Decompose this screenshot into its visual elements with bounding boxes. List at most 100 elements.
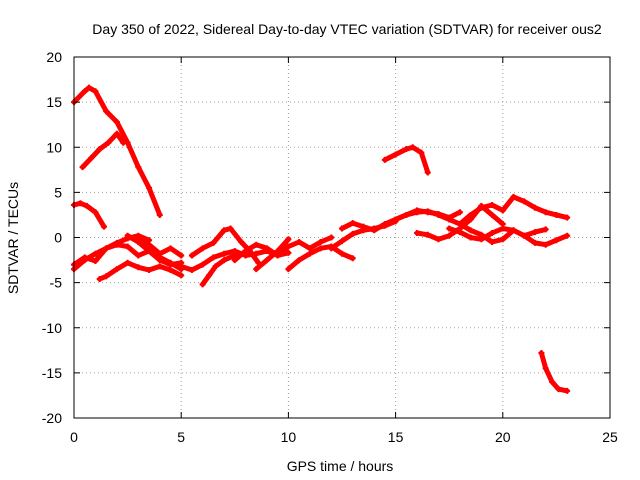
data-point [549, 378, 556, 385]
series-line-s1 [71, 85, 163, 218]
data-point [135, 264, 142, 271]
data-point [328, 234, 335, 241]
data-point [489, 202, 496, 209]
data-point [317, 245, 324, 252]
data-point [135, 237, 142, 244]
data-point [499, 236, 506, 243]
data-point [339, 250, 345, 257]
data-point [135, 252, 142, 259]
data-point [124, 232, 131, 239]
data-point [538, 350, 545, 357]
data-point [296, 257, 303, 264]
data-point [542, 209, 549, 216]
data-point [167, 266, 174, 273]
data-point [446, 232, 453, 239]
data-point [446, 225, 453, 232]
data-point [542, 241, 549, 248]
data-point [285, 243, 292, 250]
x-axis-title: GPS time / hours [287, 458, 394, 474]
data-point [146, 248, 153, 255]
data-point [489, 239, 496, 246]
data-point [210, 239, 217, 246]
data-point [178, 252, 185, 259]
data-point [392, 216, 399, 223]
data-point [96, 276, 103, 283]
data-point [467, 234, 474, 241]
data-point [212, 263, 219, 270]
data-point [206, 272, 213, 279]
data-point [381, 220, 388, 227]
data-point [531, 204, 538, 211]
data-point [555, 386, 562, 393]
data-point [83, 202, 90, 209]
data-point [81, 88, 88, 95]
data-point [456, 229, 463, 236]
data-point [360, 223, 367, 230]
data-point [424, 231, 431, 238]
data-point [88, 155, 95, 162]
data-point [86, 84, 93, 91]
data-point [531, 229, 538, 236]
data-point [285, 249, 292, 256]
data-point [564, 214, 571, 221]
y-tick-label: 5 [54, 184, 62, 200]
data-point [531, 239, 538, 246]
data-point [103, 273, 110, 280]
data-point [510, 193, 517, 200]
data-point [81, 254, 88, 261]
data-point [167, 259, 174, 266]
data-point [371, 227, 378, 234]
data-point [467, 227, 474, 234]
y-tick-label: 15 [46, 94, 62, 110]
data-point [92, 250, 99, 257]
data-point [199, 245, 206, 252]
data-point [124, 243, 131, 250]
data-point [424, 169, 431, 176]
y-tick-label: 0 [54, 230, 62, 246]
data-point [456, 220, 463, 227]
data-point [199, 281, 206, 288]
data-point [510, 227, 517, 234]
data-point [478, 236, 485, 243]
data-point [113, 118, 120, 125]
data-point [521, 198, 528, 205]
y-tick-label: -15 [42, 365, 62, 381]
x-tick-label: 10 [281, 429, 297, 445]
data-point [103, 108, 110, 115]
data-point [96, 146, 103, 153]
data-point [521, 232, 528, 239]
axis-layer: 0 5 10 15 20 25 -20 -15 -10 -5 0 5 10 15 20 [42, 49, 618, 445]
data-point [253, 266, 260, 273]
data-point [328, 245, 335, 252]
x-tick-label: 5 [177, 429, 185, 445]
data-point [553, 237, 560, 244]
data-point [403, 211, 410, 218]
data-point [113, 266, 120, 273]
data-point [199, 261, 206, 268]
data-point [238, 239, 245, 246]
data-point [113, 241, 120, 248]
series-line-s21 [446, 226, 549, 242]
data-point [467, 216, 474, 223]
data-point [349, 220, 356, 227]
data-point [221, 250, 228, 257]
data-point [317, 239, 324, 246]
data-point [306, 250, 313, 257]
data-point [403, 146, 410, 153]
data-point [221, 257, 228, 264]
y-tick-label: -10 [42, 320, 62, 336]
data-point [120, 139, 127, 146]
data-point [339, 225, 345, 232]
data-point [285, 266, 292, 273]
y-axis-title: SDTVAR / TECUs [5, 182, 21, 294]
data-point [253, 241, 260, 248]
y-tick-label: 10 [46, 139, 62, 155]
data-point [188, 252, 195, 259]
data-point [564, 232, 571, 239]
data-point [188, 266, 195, 273]
data-point [263, 245, 270, 252]
data-point [178, 272, 185, 279]
data-point [146, 266, 153, 273]
data-point [227, 225, 234, 232]
